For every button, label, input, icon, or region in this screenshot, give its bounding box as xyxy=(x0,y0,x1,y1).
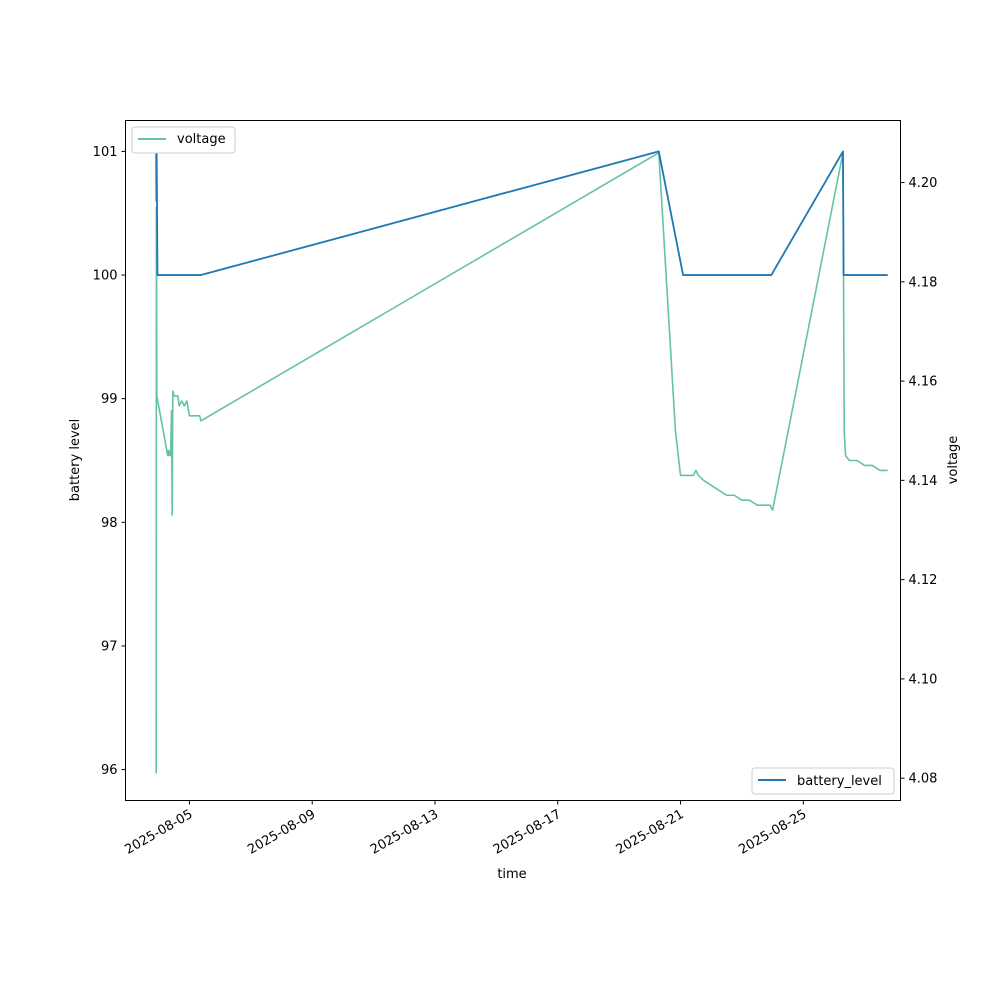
y-right-tick-label: 4.16 xyxy=(909,375,938,390)
y-axis-right: 4.08 4.10 4.12 4.14 4.16 4.18 4.20 xyxy=(900,176,938,787)
series-line-battery-level xyxy=(155,150,888,276)
legend-voltage-box xyxy=(131,126,236,154)
legend-voltage: voltage xyxy=(131,126,236,154)
plot-area xyxy=(155,150,888,774)
legend-battery-level: battery_level xyxy=(751,767,895,795)
x-axis-label: time xyxy=(497,867,526,882)
x-tick-label: 2025-08-17 xyxy=(491,807,564,858)
y-axis-left-label: battery level xyxy=(68,419,83,502)
y-left-tick-label: 98 xyxy=(101,516,118,531)
x-tick-label: 2025-08-13 xyxy=(368,807,441,858)
y-right-tick-label: 4.10 xyxy=(909,672,938,687)
x-tick-label: 2025-08-21 xyxy=(614,807,687,858)
series-line-voltage xyxy=(155,151,888,774)
x-axis: 2025-08-05 2025-08-09 2025-08-13 2025-08-17… xyxy=(123,800,809,858)
x-tick-label: 2025-08-25 xyxy=(736,807,809,858)
plot-frame xyxy=(125,120,901,801)
y-left-tick-label: 101 xyxy=(93,145,118,160)
y-axis-left: 96 97 98 99 100 101 xyxy=(93,145,126,778)
y-left-tick-label: 97 xyxy=(101,639,118,654)
y-left-tick-label: 99 xyxy=(101,392,118,407)
y-right-tick-label: 4.18 xyxy=(909,275,938,290)
x-tick-label: 2025-08-09 xyxy=(245,807,318,858)
y-right-tick-label: 4.08 xyxy=(909,772,938,787)
legend-battery-level-label: battery_level xyxy=(797,774,882,789)
y-right-tick-label: 4.20 xyxy=(909,176,938,191)
legend-battery-level-box xyxy=(751,767,895,795)
legend-voltage-label: voltage xyxy=(177,132,226,147)
y-right-tick-label: 4.12 xyxy=(909,573,938,588)
y-right-tick-label: 4.14 xyxy=(909,474,938,489)
y-left-tick-label: 96 xyxy=(101,763,118,778)
y-left-tick-label: 100 xyxy=(93,269,118,284)
x-tick-label: 2025-08-05 xyxy=(123,807,196,858)
y-axis-right-label: voltage xyxy=(946,436,961,485)
